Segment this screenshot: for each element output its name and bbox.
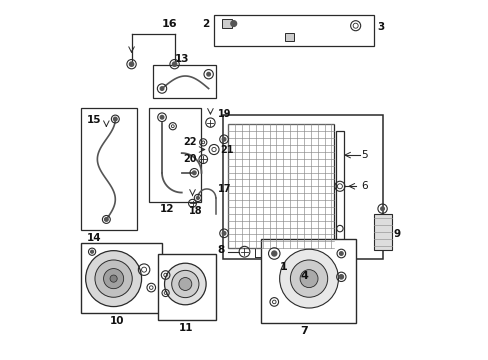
Text: 5: 5 — [360, 150, 367, 160]
Text: 1: 1 — [279, 262, 286, 272]
Circle shape — [160, 87, 163, 90]
Text: 12: 12 — [160, 204, 174, 215]
Text: 8: 8 — [217, 245, 224, 255]
Circle shape — [90, 250, 93, 253]
Circle shape — [160, 116, 163, 119]
Text: 9: 9 — [392, 229, 400, 239]
Bar — [260, 239, 355, 323]
Circle shape — [206, 72, 210, 76]
Circle shape — [171, 270, 199, 298]
Bar — [153, 64, 215, 98]
Circle shape — [222, 231, 225, 235]
Text: 14: 14 — [86, 233, 101, 243]
Circle shape — [104, 218, 108, 221]
Circle shape — [85, 251, 142, 307]
Text: 3: 3 — [376, 22, 384, 32]
Circle shape — [95, 260, 132, 297]
Bar — [214, 15, 373, 45]
Text: 15: 15 — [86, 116, 101, 126]
Text: 13: 13 — [175, 54, 189, 64]
Circle shape — [230, 21, 236, 26]
Bar — [81, 108, 137, 230]
Circle shape — [279, 249, 338, 308]
Circle shape — [339, 275, 343, 279]
Circle shape — [339, 252, 343, 255]
Text: 17: 17 — [217, 184, 231, 194]
Text: 4: 4 — [301, 271, 308, 281]
Text: 16: 16 — [162, 19, 177, 29]
Circle shape — [164, 263, 206, 305]
Text: 6: 6 — [360, 181, 367, 191]
Bar — [285, 33, 293, 41]
Circle shape — [192, 171, 196, 175]
Circle shape — [110, 275, 117, 282]
Circle shape — [172, 62, 176, 66]
Bar — [223, 116, 382, 259]
Text: 11: 11 — [178, 323, 193, 333]
Bar — [228, 125, 333, 248]
Text: 2: 2 — [202, 19, 209, 28]
Bar — [158, 253, 215, 320]
Circle shape — [290, 260, 327, 297]
Bar — [81, 243, 162, 313]
Circle shape — [103, 269, 123, 289]
Bar — [335, 131, 343, 242]
Text: 18: 18 — [188, 206, 202, 216]
Text: 19: 19 — [217, 109, 231, 119]
Text: 7: 7 — [300, 326, 307, 336]
Circle shape — [380, 207, 384, 211]
Circle shape — [129, 62, 133, 66]
Circle shape — [196, 197, 199, 199]
Bar — [222, 19, 231, 28]
Bar — [149, 108, 201, 202]
Circle shape — [113, 117, 117, 121]
Circle shape — [222, 138, 225, 141]
Text: 20: 20 — [183, 154, 197, 164]
Bar — [373, 214, 391, 250]
Circle shape — [271, 251, 276, 256]
Text: 22: 22 — [183, 137, 197, 147]
Text: 10: 10 — [109, 316, 124, 325]
Circle shape — [179, 278, 191, 291]
Circle shape — [300, 270, 317, 288]
Text: 21: 21 — [220, 144, 233, 154]
